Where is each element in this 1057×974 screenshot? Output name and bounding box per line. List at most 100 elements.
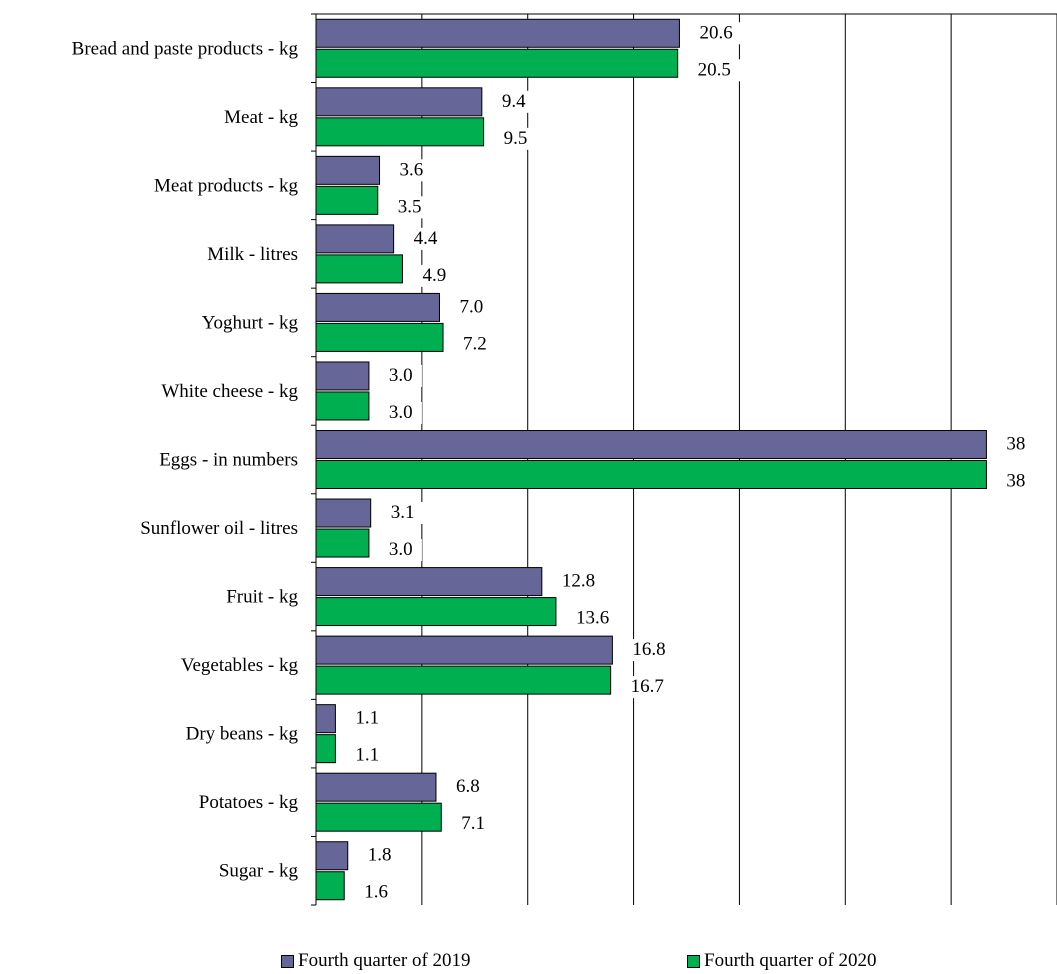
value-label-bg [498, 90, 535, 113]
bar-2019 [315, 87, 483, 117]
value-label-bg [387, 502, 424, 525]
value-label-2019: 3.1 [391, 502, 415, 523]
value-label-bg [456, 296, 493, 319]
value-label-2019: 16.8 [632, 639, 665, 660]
value-label-2020: 3.0 [389, 539, 413, 560]
bar-2020 [315, 665, 612, 695]
legend: Fourth quarter of 2019 Fourth quarter of… [0, 950, 1057, 974]
value-label-2020: 38 [1006, 471, 1025, 492]
value-label-bg [629, 639, 676, 662]
category-label: Dry beans - kg [186, 724, 299, 745]
bar-2020 [315, 871, 345, 901]
value-label-2020: 4.9 [422, 265, 446, 286]
category-label: Potatoes - kg [199, 792, 299, 813]
value-label-bg [396, 159, 433, 182]
value-label-bg [572, 607, 619, 630]
value-label-bg [364, 844, 401, 867]
value-label-2019: 7.0 [460, 296, 484, 317]
bar-2020 [315, 597, 557, 627]
value-label-2019: 3.6 [400, 159, 424, 180]
bar-2020 [315, 322, 444, 352]
legend-swatch-2020 [687, 954, 700, 968]
value-label-bg [500, 127, 537, 150]
value-label-2020: 7.1 [461, 813, 485, 834]
bar-2019 [315, 635, 613, 665]
category-label: Meat - kg [224, 107, 298, 128]
value-label-bg [694, 59, 741, 82]
category-label: Vegetables - kg [181, 655, 299, 676]
value-label-2019: 6.8 [456, 776, 480, 797]
category-label: Meat products - kg [154, 175, 299, 196]
value-label-2020: 1.1 [355, 745, 379, 766]
category-label: Fruit - kg [226, 587, 298, 608]
bar-2020 [315, 391, 370, 421]
value-label-bg [1003, 433, 1030, 456]
legend-item-2020: Fourth quarter of 2020 [687, 950, 877, 972]
bar-2019 [315, 498, 372, 528]
bar-2019 [315, 567, 543, 597]
value-label-2020: 3.0 [389, 402, 413, 423]
value-label-bg [458, 813, 495, 836]
value-label-2020: 1.6 [364, 882, 388, 903]
bar-2020 [315, 254, 403, 284]
bar-2019 [315, 841, 349, 871]
value-label-bg [352, 744, 389, 767]
legend-item-2019: Fourth quarter of 2019 [281, 950, 471, 972]
value-label-2020: 20.5 [698, 59, 731, 80]
gridlines [316, 13, 1057, 905]
category-label: Yoghurt - kg [202, 312, 299, 333]
bar-2019 [315, 704, 336, 734]
value-label-2019: 9.4 [502, 91, 526, 112]
bar-2019 [315, 361, 370, 391]
category-label: Sunflower oil - litres [140, 518, 298, 539]
bar-2019 [315, 430, 987, 459]
value-label-bg [452, 776, 489, 799]
value-label-2019: 4.4 [414, 228, 438, 249]
value-label-bg [385, 539, 422, 562]
category-label: Milk - litres [207, 244, 298, 265]
bar-2019 [315, 772, 437, 802]
value-label-2019: 38 [1006, 434, 1025, 455]
category-label: Bread and paste products - kg [72, 38, 299, 59]
value-label-bg [410, 227, 447, 250]
bar-2019 [315, 18, 680, 48]
value-label-bg [460, 333, 497, 356]
legend-label-2019: Fourth quarter of 2019 [298, 950, 471, 971]
value-label-bg [352, 707, 389, 730]
value-label-2019: 1.8 [368, 845, 392, 866]
bar-2020 [315, 460, 987, 489]
bar-chart: Bread and paste products - kg 20.6 20.5 Mea… [72, 13, 1057, 906]
value-label-2020: 9.5 [504, 128, 528, 149]
value-label-2020: 13.6 [576, 608, 609, 629]
value-label-bg [627, 676, 674, 699]
category-label: White cheese - kg [161, 381, 298, 402]
axes [311, 13, 317, 906]
value-label-bg [696, 22, 743, 45]
value-label-bg [394, 196, 431, 219]
value-label-2019: 12.8 [562, 571, 595, 592]
bar-2019 [315, 292, 440, 322]
value-label-bg [361, 881, 398, 904]
value-label-2020: 7.2 [463, 333, 487, 354]
value-label-2020: 3.5 [398, 196, 422, 217]
labels: Bread and paste products - kg 20.6 20.5 Mea… [72, 22, 1030, 904]
value-label-bg [385, 401, 422, 424]
bar-2019 [315, 155, 381, 185]
bar-2020 [315, 48, 679, 78]
value-label-bg [1003, 470, 1030, 493]
bar-2020 [315, 528, 370, 558]
value-label-2020: 16.7 [631, 676, 664, 697]
category-label: Sugar - kg [219, 861, 299, 882]
bars [315, 18, 987, 901]
value-label-bg [385, 364, 422, 387]
legend-swatch-2019 [281, 954, 294, 968]
bar-2020 [315, 185, 379, 215]
value-label-bg [558, 570, 605, 593]
category-label: Eggs - in numbers [159, 450, 298, 471]
legend-label-2020: Fourth quarter of 2020 [704, 950, 877, 971]
value-label-2019: 20.6 [699, 22, 732, 43]
value-label-bg [419, 264, 456, 287]
bar-2019 [315, 224, 395, 254]
value-label-2019: 3.0 [389, 365, 413, 386]
bar-2020 [315, 117, 485, 147]
